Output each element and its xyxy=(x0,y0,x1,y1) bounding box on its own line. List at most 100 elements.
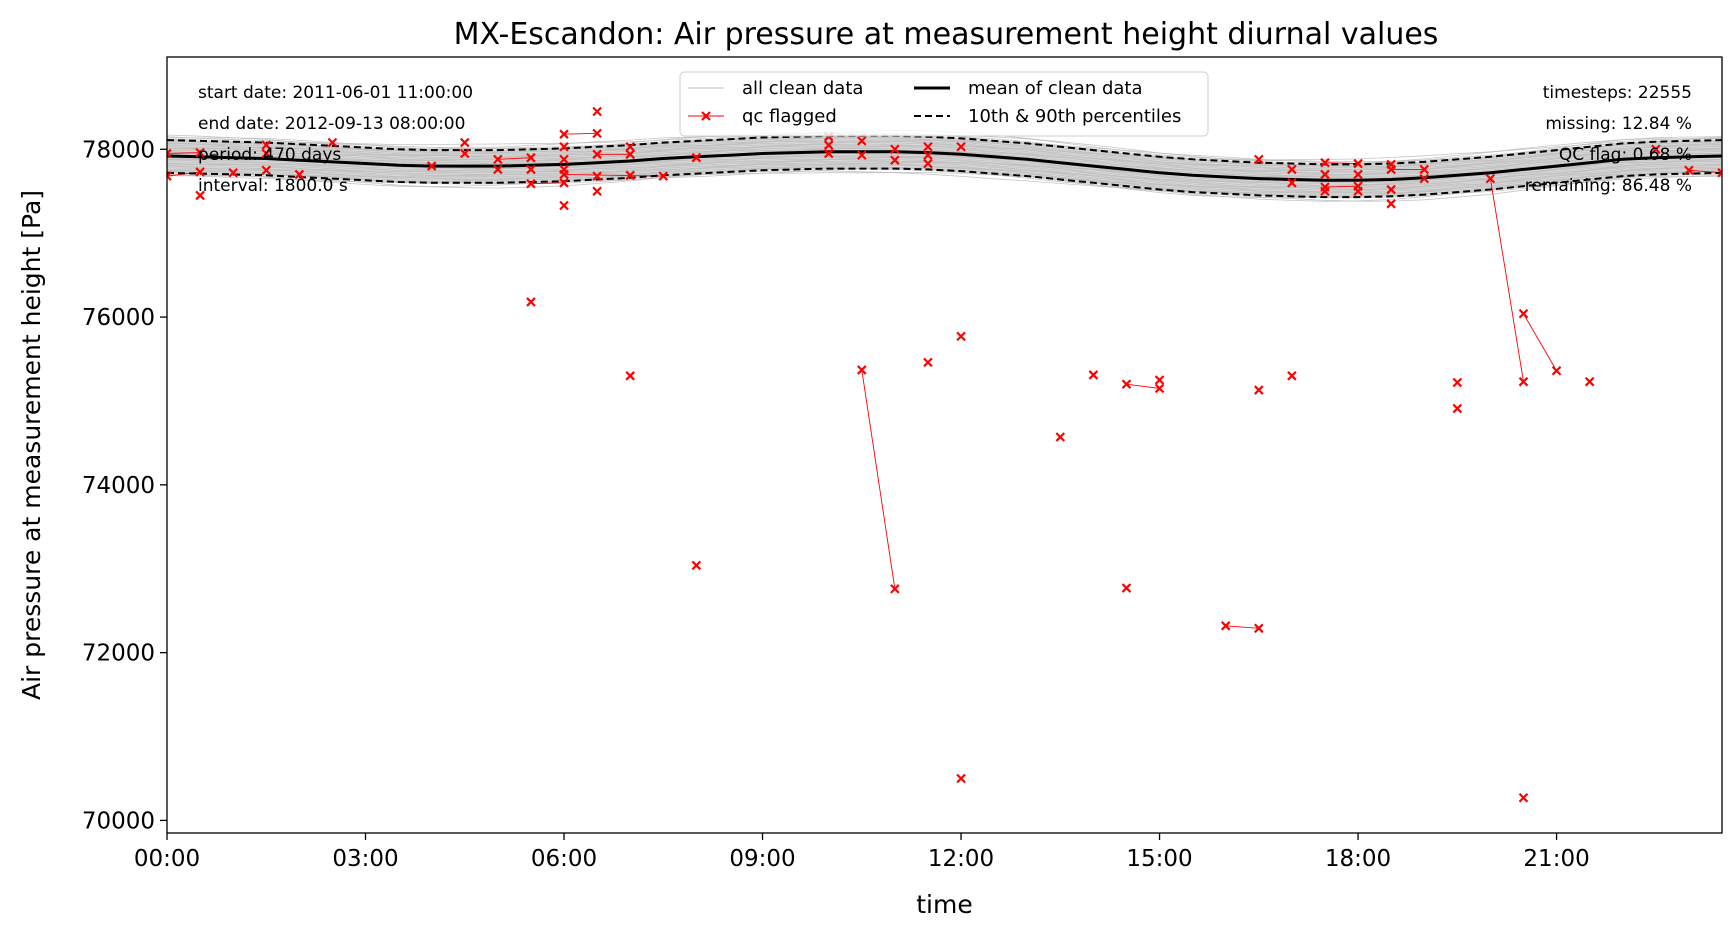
qc-point xyxy=(1320,169,1330,180)
qc-link-line xyxy=(167,152,201,154)
qc-point xyxy=(1518,308,1529,319)
qc-point xyxy=(625,149,635,160)
x-tick-label: 18:00 xyxy=(1325,846,1391,872)
info-end-date: end date: 2012-09-13 08:00:00 xyxy=(198,114,465,134)
axes: 00:00 03:00 06:00 09:00 12:00 15:00 18:00 21:00… xyxy=(17,56,1723,919)
qc-point xyxy=(195,190,205,201)
qc-point xyxy=(261,165,272,176)
qc-point xyxy=(1154,375,1165,385)
qc-point xyxy=(1353,169,1363,180)
qc-point xyxy=(890,155,900,165)
qc-link-line xyxy=(497,157,531,160)
qc-point xyxy=(592,149,602,160)
legend-clean-label: all clean data xyxy=(742,78,863,99)
qc-link-line xyxy=(1489,178,1524,382)
qc-point xyxy=(493,154,503,165)
stats-left: start date: 2011-06-01 11:00:00 end date… xyxy=(198,83,473,196)
y-tick-label: 70000 xyxy=(82,808,155,834)
qc-point xyxy=(1419,173,1430,184)
x-tick-label: 06:00 xyxy=(531,846,597,872)
legend-qc-label: qc flagged xyxy=(742,106,837,127)
qc-point xyxy=(1287,178,1297,188)
qc-link-line xyxy=(1126,383,1160,389)
qc-point xyxy=(1684,165,1694,176)
qc-point xyxy=(1518,376,1529,387)
qc-point xyxy=(167,171,172,181)
qc-point xyxy=(890,584,900,594)
qc-point xyxy=(426,161,437,171)
qc-point xyxy=(1154,383,1165,394)
qc-point xyxy=(1353,158,1363,169)
x-axis-label: time xyxy=(916,890,972,919)
qc-point xyxy=(1518,792,1529,803)
qc-point xyxy=(459,148,470,159)
qc-point xyxy=(559,129,569,139)
qc-point xyxy=(1088,370,1099,380)
qc-point xyxy=(294,169,305,180)
info-remaining: remaining: 86.48 % xyxy=(1525,176,1692,196)
qc-point xyxy=(1287,371,1297,381)
mean-line xyxy=(167,150,1722,182)
qc-link-line xyxy=(1324,185,1359,188)
qc-point xyxy=(559,169,569,180)
qc-point xyxy=(1254,623,1264,634)
x-tick-label: 00:00 xyxy=(134,846,200,872)
qc-point xyxy=(1121,379,1132,389)
qc-point xyxy=(592,171,602,181)
qc-point xyxy=(1320,186,1330,197)
qc-point xyxy=(691,560,702,571)
qc-point xyxy=(526,152,536,163)
qc-point xyxy=(228,167,238,178)
x-tick-label: 03:00 xyxy=(332,846,398,872)
stats-right: timesteps: 22555 missing: 12.84 % QC fla… xyxy=(1525,83,1692,196)
qc-point xyxy=(592,106,602,117)
qc-point xyxy=(1287,164,1297,175)
qc-point xyxy=(691,152,702,163)
qc-point xyxy=(195,167,205,177)
qc-point xyxy=(1220,621,1231,631)
qc-point xyxy=(459,137,470,148)
info-start-date: start date: 2011-06-01 11:00:00 xyxy=(198,83,473,103)
qc-point xyxy=(526,164,536,175)
qc-point xyxy=(625,170,635,181)
qc-point xyxy=(923,158,933,169)
qc-point xyxy=(1452,403,1463,414)
qc-point xyxy=(1485,173,1496,184)
qc-point xyxy=(1121,583,1132,593)
qc-point xyxy=(592,186,602,197)
qc-point xyxy=(1055,432,1066,442)
qc-point xyxy=(1353,186,1363,197)
qc-point xyxy=(592,128,602,139)
legend-pct-label: 10th & 90th percentiles xyxy=(968,106,1181,127)
x-tick-label: 15:00 xyxy=(1126,846,1192,872)
y-tick-label: 76000 xyxy=(82,305,155,331)
info-missing: missing: 12.84 % xyxy=(1545,114,1692,134)
y-tick-label: 72000 xyxy=(82,641,155,667)
qc-point xyxy=(1584,376,1595,387)
qc-point xyxy=(1254,154,1264,165)
plot-area xyxy=(167,106,1722,803)
qc-point xyxy=(1419,164,1430,175)
qc-point xyxy=(526,297,536,307)
qc-point xyxy=(1386,199,1396,209)
qc-point xyxy=(857,150,867,160)
qc-point xyxy=(890,144,900,155)
qc-point xyxy=(857,136,867,146)
y-axis-label: Air pressure at measurement height [Pa] xyxy=(17,190,46,700)
qc-point xyxy=(1651,144,1661,155)
qc-point xyxy=(956,331,966,342)
qc-point xyxy=(1320,157,1330,168)
qc-link-line xyxy=(1225,625,1259,629)
qc-point xyxy=(956,773,966,784)
x-tick-label: 21:00 xyxy=(1523,846,1589,872)
qc-point xyxy=(956,141,966,152)
qc-point xyxy=(1254,385,1264,395)
qc-point xyxy=(493,164,503,175)
qc-link-line xyxy=(530,182,565,185)
qc-point xyxy=(658,171,669,181)
qc-point xyxy=(923,357,933,368)
qc-point xyxy=(1452,377,1463,388)
qc-point xyxy=(559,141,569,152)
plot-frame xyxy=(166,56,1723,834)
qc-link-line xyxy=(1523,313,1557,371)
